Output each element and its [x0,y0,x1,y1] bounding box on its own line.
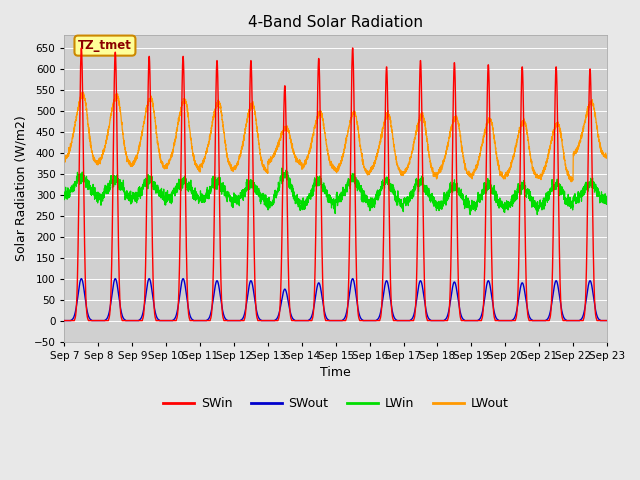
Legend: SWin, SWout, LWin, LWout: SWin, SWout, LWin, LWout [158,392,513,415]
X-axis label: Time: Time [321,366,351,379]
Y-axis label: Solar Radiation (W/m2): Solar Radiation (W/m2) [15,116,28,261]
Text: TZ_tmet: TZ_tmet [78,39,132,52]
Title: 4-Band Solar Radiation: 4-Band Solar Radiation [248,15,423,30]
